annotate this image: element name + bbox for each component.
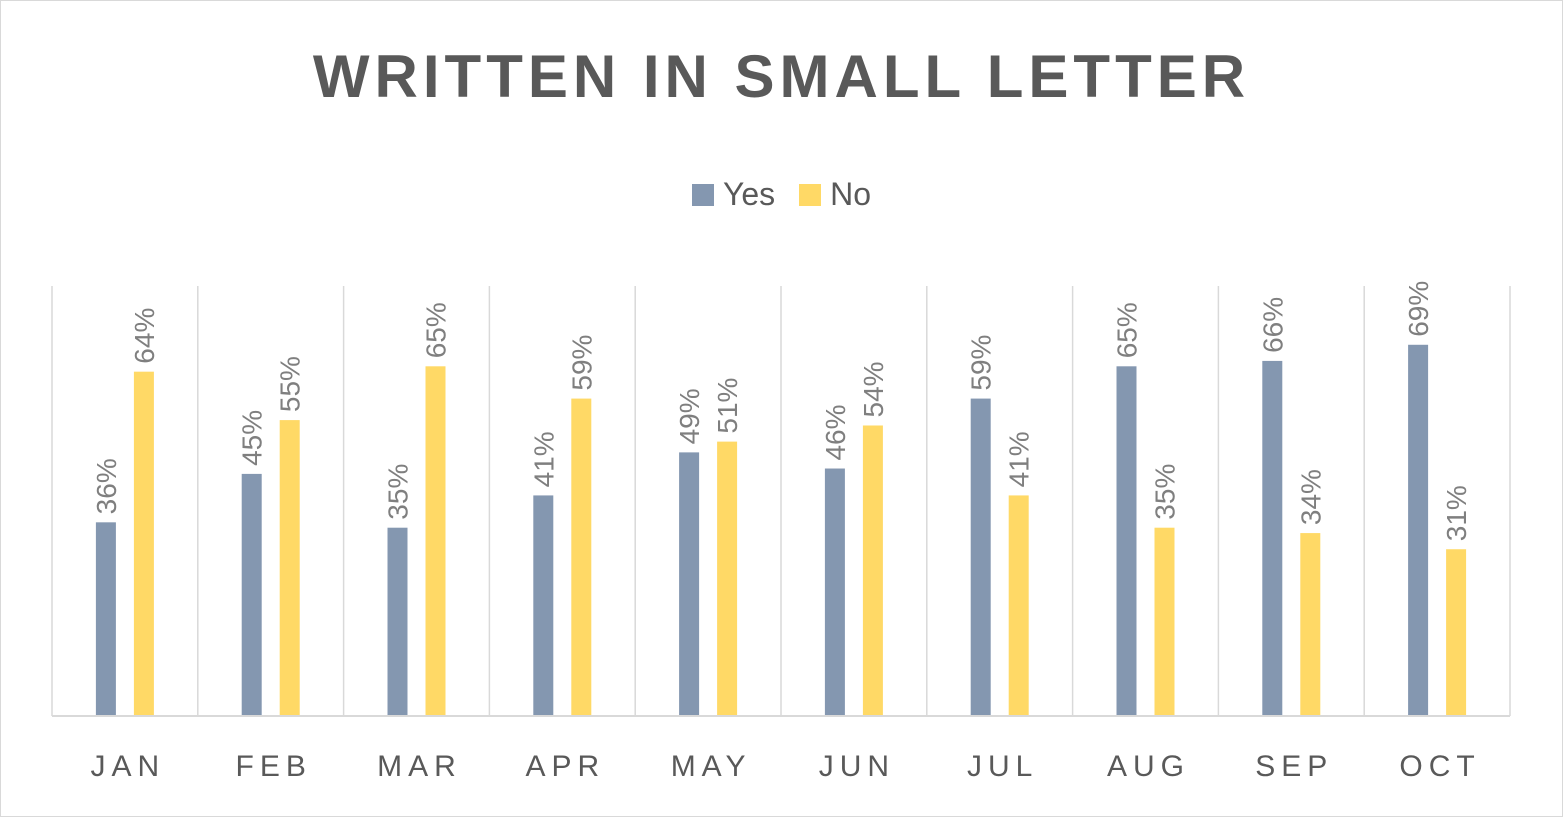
category-label-feb: FEB xyxy=(236,750,312,783)
data-label-no-oct: 31% xyxy=(1441,485,1472,541)
data-label-yes-jul: 59% xyxy=(966,335,997,391)
category-label-sep: SEP xyxy=(1255,750,1333,783)
legend: Yes No xyxy=(0,176,1563,213)
data-label-yes-aug: 65% xyxy=(1112,302,1143,358)
data-label-no-jun: 54% xyxy=(858,361,889,417)
bar-no-mar xyxy=(425,366,446,716)
bar-yes-jul xyxy=(970,398,991,716)
bar-yes-sep xyxy=(1262,360,1283,716)
bar-no-aug xyxy=(1154,527,1175,716)
bar-no-sep xyxy=(1300,533,1321,716)
legend-swatch-yes xyxy=(691,183,714,206)
bar-no-jul xyxy=(1008,495,1029,716)
data-label-yes-jun: 46% xyxy=(820,404,851,460)
bar-yes-mar xyxy=(387,527,408,716)
legend-swatch-no xyxy=(799,183,822,206)
category-label-jul: JUL xyxy=(967,750,1038,783)
bar-yes-may xyxy=(679,452,700,716)
bar-yes-jan xyxy=(95,522,116,716)
category-label-may: MAY xyxy=(671,750,752,783)
bar-yes-jun xyxy=(824,468,845,716)
data-label-yes-feb: 45% xyxy=(237,410,268,466)
category-label-jun: JUN xyxy=(819,750,895,783)
bar-yes-feb xyxy=(241,473,262,716)
data-label-no-sep: 34% xyxy=(1295,469,1326,525)
legend-entry-no: No xyxy=(799,176,871,213)
legend-label-no: No xyxy=(830,176,872,212)
data-label-no-jan: 64% xyxy=(129,308,160,364)
bar-no-jun xyxy=(862,425,883,716)
data-label-yes-sep: 66% xyxy=(1257,297,1288,353)
bar-no-feb xyxy=(279,420,300,716)
bar-no-oct xyxy=(1446,549,1467,716)
data-label-yes-oct: 69% xyxy=(1403,281,1434,337)
category-label-mar: MAR xyxy=(377,750,462,783)
data-label-no-jul: 41% xyxy=(1004,431,1035,487)
category-label-apr: APR xyxy=(525,750,605,783)
chart-title: WRITTEN IN SMALL LETTER xyxy=(312,43,1251,110)
bar-yes-apr xyxy=(533,495,554,716)
data-label-no-aug: 35% xyxy=(1150,464,1181,520)
data-label-yes-may: 49% xyxy=(674,388,705,444)
category-label-aug: AUG xyxy=(1107,750,1190,783)
data-label-yes-apr: 41% xyxy=(528,431,559,487)
bar-yes-oct xyxy=(1408,344,1429,716)
data-label-yes-mar: 35% xyxy=(383,464,414,520)
bar-yes-aug xyxy=(1116,366,1137,716)
legend-entry-yes: Yes xyxy=(691,176,776,213)
data-label-no-mar: 65% xyxy=(421,302,452,358)
category-label-jan: JAN xyxy=(91,750,166,783)
bar-no-jan xyxy=(133,371,154,716)
bar-no-may xyxy=(717,441,738,716)
legend-label-yes: Yes xyxy=(722,176,776,212)
data-label-no-feb: 55% xyxy=(275,356,306,412)
bar-no-apr xyxy=(571,398,592,716)
data-label-no-may: 51% xyxy=(712,378,743,434)
data-label-yes-jan: 36% xyxy=(91,458,122,514)
data-label-no-apr: 59% xyxy=(566,335,597,391)
category-label-oct: OCT xyxy=(1399,750,1480,783)
